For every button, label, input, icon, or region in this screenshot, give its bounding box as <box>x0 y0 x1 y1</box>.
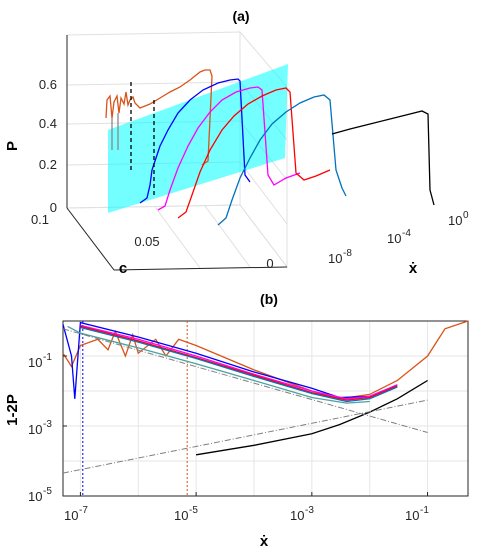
svg-text:-7: -7 <box>79 505 88 516</box>
panel-b-title: (b) <box>260 291 278 307</box>
p-tick-2: 0.4 <box>39 116 57 131</box>
p-tick-3: 0.6 <box>39 77 57 92</box>
x-tick-b-1: 10 -5 <box>174 505 198 523</box>
series-a-black <box>331 110 435 206</box>
x-tick-b-3: 10 -1 <box>405 505 429 523</box>
panel-a-grid-side-02 <box>239 161 288 225</box>
series-a-blue <box>139 78 251 204</box>
panel-b-frame <box>62 320 469 497</box>
series-b-red-3 <box>80 325 398 401</box>
svg-text:-3: -3 <box>305 505 314 516</box>
series-a-gray <box>111 113 119 150</box>
svg-text:-5: -5 <box>189 505 198 516</box>
series-b-gray-8 <box>62 328 428 433</box>
panel-a-axes <box>66 35 288 271</box>
panel-b-ticks <box>63 355 429 497</box>
panel-b-grid <box>63 320 468 497</box>
panel-a-title: (a) <box>232 8 249 24</box>
c-tick-2: 0 <box>266 256 273 271</box>
svg-text:10: 10 <box>28 422 42 437</box>
series-b-steelblue-4 <box>80 326 398 403</box>
x-tick-a-2: 10 0 <box>448 210 469 228</box>
svg-text:10: 10 <box>28 355 42 370</box>
svg-text:10: 10 <box>405 508 419 523</box>
x-tick-a-0: 10 -8 <box>328 248 352 266</box>
p-tick-1: 0.2 <box>39 157 57 172</box>
series-a-red <box>177 87 331 219</box>
svg-text:0: 0 <box>463 210 469 221</box>
c-tick-1: 0.05 <box>134 234 159 249</box>
panel-a-c-label: c <box>119 260 127 277</box>
svg-text:10: 10 <box>387 231 401 246</box>
svg-text:10: 10 <box>64 508 78 523</box>
series-b-magenta-2 <box>80 324 398 400</box>
p-tick-0: 0 <box>50 200 57 215</box>
y-tick-b-2: 10 -5 <box>28 486 52 504</box>
panel-a-x-label: ẋ <box>409 260 418 277</box>
series-b-orange-0 <box>62 320 469 400</box>
svg-text:-3: -3 <box>43 419 52 430</box>
x-tick-a-1: 10 -4 <box>387 228 411 246</box>
panel-a-grid-floor-2 <box>204 205 251 268</box>
y-tick-b-0: 10 -1 <box>28 352 52 370</box>
series-a-orange <box>105 69 213 166</box>
x-tick-b-0: 10 -7 <box>64 505 88 523</box>
panel-a-grid-floor-1 <box>154 206 201 269</box>
series-b-gray-7 <box>62 399 428 474</box>
series-b-blue-1 <box>62 321 398 399</box>
panel-b-y-label: 1-2P <box>4 394 21 426</box>
series-a-steelblue <box>217 94 347 226</box>
svg-text:-5: -5 <box>43 486 52 497</box>
svg-text:10: 10 <box>290 508 304 523</box>
svg-text:-1: -1 <box>420 505 429 516</box>
svg-text:10: 10 <box>28 489 42 504</box>
panel-b-series <box>62 320 469 474</box>
panel-b: (b) 10 -1 10 -3 10 -5 1-2P 10 -7 10 -5 1… <box>4 291 469 550</box>
cyan-plane <box>108 64 288 213</box>
panel-a-p-label: P <box>4 141 21 151</box>
svg-text:-4: -4 <box>402 228 411 239</box>
svg-text:10: 10 <box>448 213 462 228</box>
series-b-teal-5 <box>67 325 370 404</box>
svg-text:-1: -1 <box>43 352 52 363</box>
y-tick-b-1: 10 -3 <box>28 419 52 437</box>
panel-a-c-axis <box>66 207 115 271</box>
series-a-magenta <box>157 86 301 211</box>
svg-text:10: 10 <box>174 508 188 523</box>
c-tick-0: 0.1 <box>31 212 49 227</box>
svg-text:-8: -8 <box>343 248 352 259</box>
panel-a-curves <box>105 69 435 226</box>
series-b-black-6 <box>195 379 428 456</box>
x-tick-b-2: 10 -3 <box>290 505 314 523</box>
panel-a-x-axis <box>113 266 288 271</box>
panel-a: (a) <box>4 8 469 277</box>
panel-b-x-label: ẋ <box>260 533 269 550</box>
svg-text:10: 10 <box>328 251 342 266</box>
